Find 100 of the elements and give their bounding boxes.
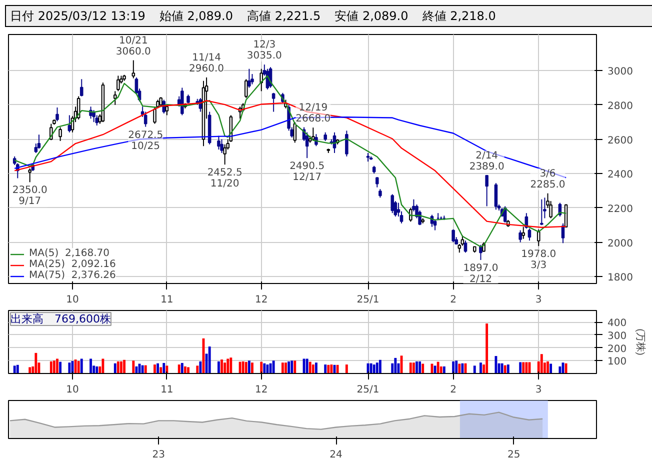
candlestick (272, 92, 276, 112)
annotation: 1978.0 3/3 (521, 249, 556, 272)
bar (272, 360, 275, 374)
bar (308, 362, 312, 374)
annotation: 2350.0 9/17 (12, 185, 48, 208)
line-series (14, 100, 567, 228)
candlestick (260, 68, 264, 92)
bar (376, 362, 378, 374)
bar (13, 366, 16, 374)
bar (372, 364, 376, 374)
candlestick (248, 68, 251, 88)
bar (248, 360, 250, 374)
bar (284, 362, 287, 374)
x-tick-label: 25 (508, 450, 520, 460)
bar (16, 364, 19, 374)
legend-label: MA(5) 2,168.70 (29, 248, 110, 259)
candlestick (485, 174, 488, 207)
bar (345, 364, 348, 374)
bar (409, 362, 412, 374)
bar (370, 363, 372, 374)
candlestick (162, 99, 166, 114)
bar (263, 363, 266, 374)
x-tick-label: 25/1 (356, 294, 380, 306)
bar (330, 364, 333, 374)
candlestick (223, 144, 226, 166)
text: 終値 2,218.0 (422, 9, 496, 23)
y-tick-label: 1800 (608, 272, 633, 284)
x-tick-label: 2 (450, 294, 456, 306)
candlestick (56, 106, 59, 122)
bar (244, 362, 248, 374)
candlestick (244, 78, 248, 99)
candlestick (293, 122, 297, 144)
bar (220, 359, 223, 374)
y-tick-label: 2000 (608, 238, 633, 250)
bar (123, 360, 126, 374)
text: 高値 2,221.5 (247, 9, 321, 23)
bar (208, 346, 211, 374)
bar (102, 358, 104, 374)
chart-title: 出来高 769,600株 (10, 312, 111, 326)
candlestick (132, 60, 136, 79)
y-tick-label: 200 (608, 344, 627, 355)
bar (132, 360, 135, 374)
bar (327, 364, 330, 374)
y-tick-label: 2800 (608, 100, 633, 112)
bar (504, 365, 506, 374)
candlestick (28, 168, 32, 183)
bar (455, 360, 458, 374)
bar (260, 362, 263, 374)
annotation: 12/3 3035.0 (246, 40, 282, 62)
x-tick-label: 12 (255, 294, 268, 306)
candlestick (314, 134, 318, 147)
bar (458, 364, 461, 374)
bar (178, 364, 180, 374)
bar (160, 367, 162, 374)
bar (314, 362, 318, 374)
bar (442, 366, 446, 374)
candlestick (376, 176, 379, 188)
bar (251, 362, 254, 374)
bar (77, 361, 80, 374)
x-tick-label: 12 (255, 384, 268, 396)
x-tick-label: 2 (450, 384, 456, 396)
candlestick (116, 75, 120, 92)
candlestick (528, 228, 532, 242)
bar (156, 363, 160, 374)
bar (306, 358, 308, 374)
bar (394, 358, 397, 374)
bar (288, 361, 290, 374)
legend-label: MA(75) 2,376.26 (29, 270, 116, 281)
annotation: 12/19 2668.0 (296, 102, 331, 125)
bar (564, 363, 568, 374)
bar (59, 362, 62, 374)
bar (522, 362, 525, 374)
x-tick-label: 3 (535, 294, 542, 306)
candlestick (113, 90, 117, 106)
bar (336, 364, 339, 374)
candlestick (220, 138, 224, 154)
y-axis-title: (万株) (634, 328, 647, 356)
bar (50, 361, 52, 374)
text: 安値 2,089.0 (334, 9, 408, 23)
bar (144, 365, 147, 374)
bar (378, 360, 382, 374)
bar (184, 366, 186, 374)
annotation: 2490.5 12/17 (290, 161, 325, 184)
x-tick-label: 3 (535, 384, 542, 396)
x-tick-label: 25/1 (356, 384, 380, 396)
candlestick (390, 194, 394, 214)
bar (28, 367, 32, 374)
bar (116, 361, 120, 374)
candlestick (58, 126, 62, 142)
candlestick (68, 114, 72, 133)
bar (114, 363, 116, 374)
annotation: 2452.5 11/20 (207, 168, 242, 190)
bar (461, 363, 464, 374)
y-tick-label: 2200 (608, 204, 633, 215)
bar (525, 362, 528, 374)
bar (96, 366, 98, 374)
bar (519, 362, 522, 374)
bar (187, 367, 190, 374)
y-tick-label: 400 (608, 318, 627, 330)
candlestick (37, 134, 41, 150)
